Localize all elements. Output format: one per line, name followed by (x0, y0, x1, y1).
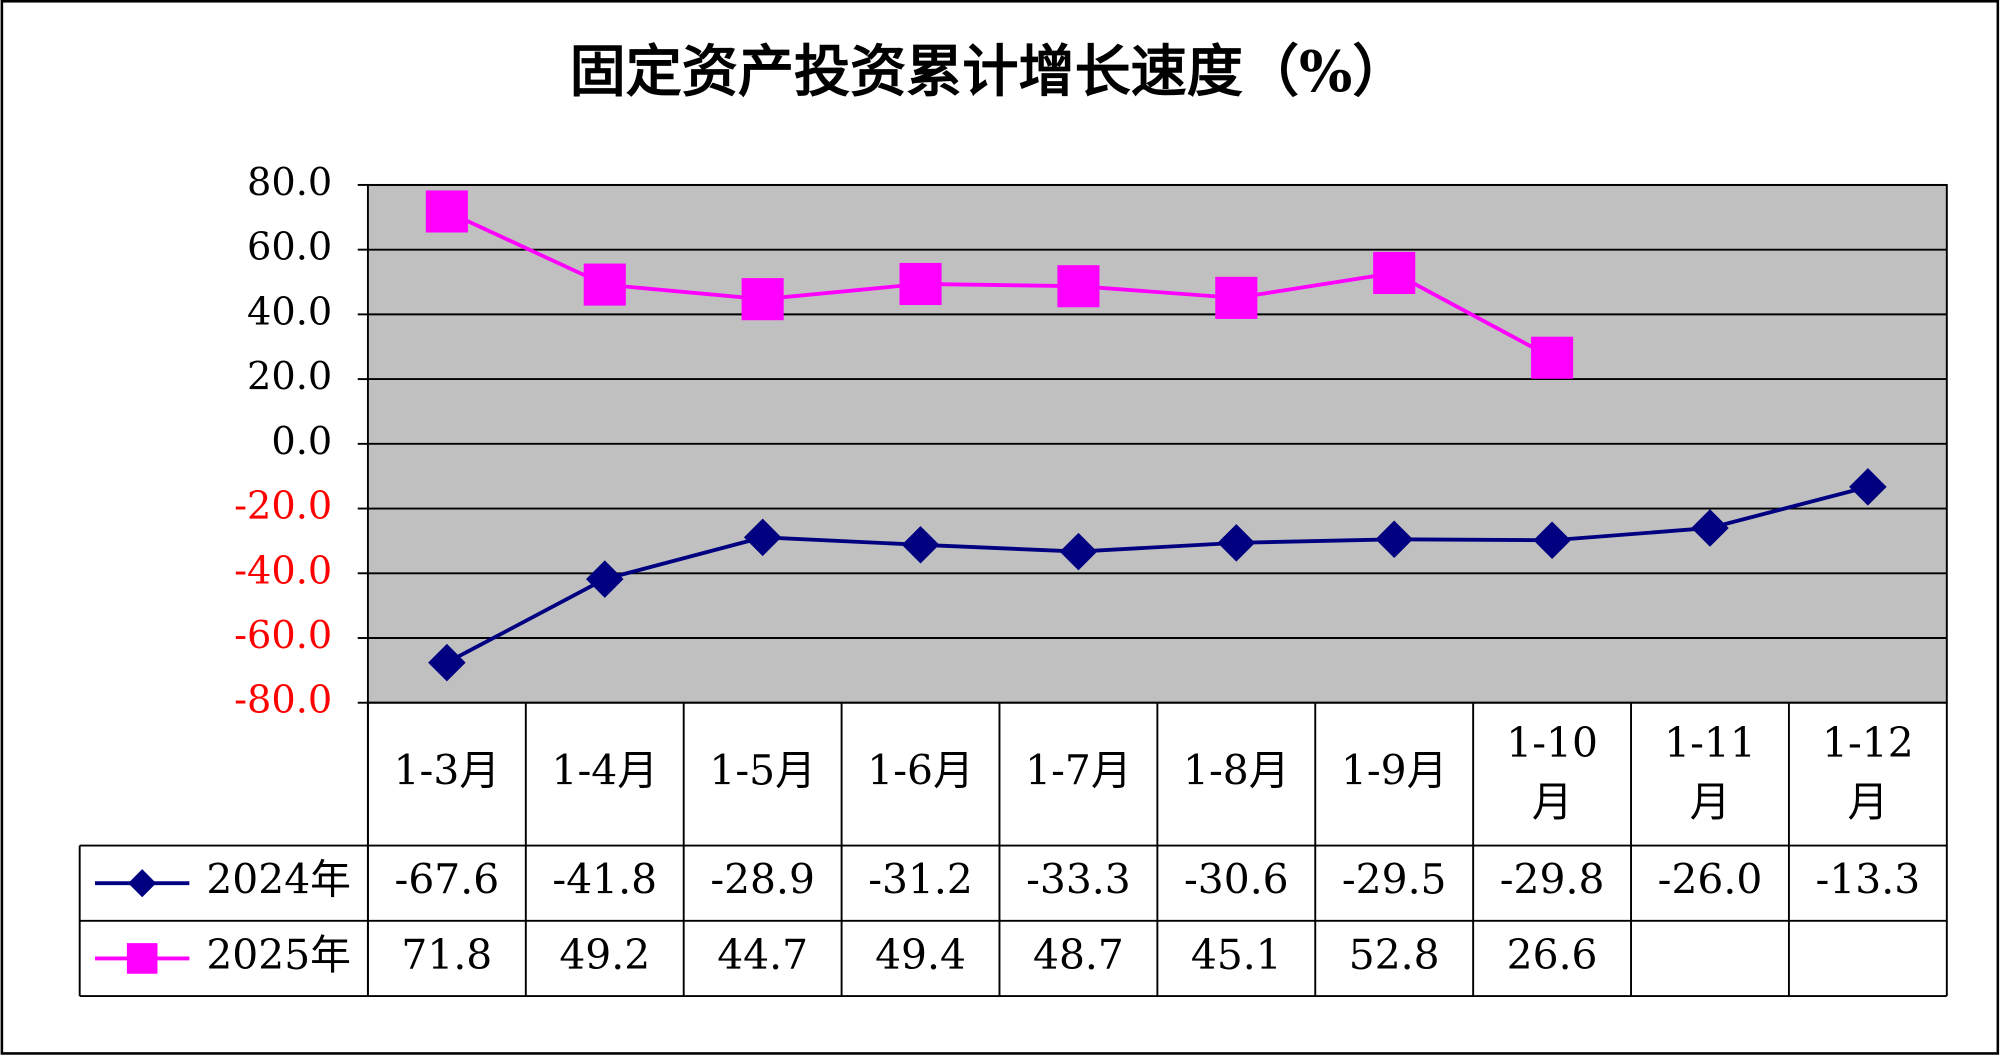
marker (1058, 266, 1099, 307)
table-value: 49.4 (875, 931, 966, 979)
table-value: 44.7 (717, 931, 808, 979)
table-value: 71.8 (401, 931, 492, 979)
x-tick-label-line: 1-11 (1664, 719, 1756, 767)
y-tick-label: -60.0 (234, 613, 332, 658)
table-value: -31.2 (868, 856, 973, 904)
y-tick-label: 60.0 (247, 225, 332, 270)
legend-label: 2025年 (206, 931, 351, 979)
table-value: -28.9 (710, 856, 815, 904)
y-tick-label: -20.0 (234, 484, 332, 529)
legend-marker (127, 943, 158, 974)
x-tick-label: 1-3月 (394, 747, 500, 795)
marker (584, 264, 625, 305)
marker (426, 191, 467, 232)
table-value: -41.8 (552, 856, 657, 904)
chart-title: 固定资产投资累计增长速度（%） (570, 39, 1409, 105)
table-value: -30.6 (1184, 856, 1289, 904)
x-tick-label-line: 月 (1532, 777, 1573, 825)
x-tick-label: 1-4月 (552, 747, 659, 795)
table-value: 52.8 (1349, 931, 1440, 979)
y-tick-label: -40.0 (234, 548, 332, 593)
y-tick-label: 0.0 (271, 419, 332, 464)
x-tick-label: 1-6月 (867, 747, 974, 795)
marker (1532, 337, 1573, 378)
table-value: 49.2 (559, 931, 650, 979)
table-value: 48.7 (1033, 931, 1124, 979)
table-value: -13.3 (1816, 856, 1921, 904)
marker (1216, 277, 1257, 318)
marker (742, 279, 783, 320)
x-tick-label-line: 月 (1847, 777, 1888, 825)
x-tick-label: 1-5月 (709, 747, 816, 795)
y-tick-label: 20.0 (247, 354, 332, 399)
x-tick-label: 1-7月 (1025, 747, 1132, 795)
legend-label: 2024年 (206, 856, 351, 904)
y-tick-label: 40.0 (247, 289, 332, 334)
table-value: 45.1 (1191, 931, 1282, 979)
x-tick-label-line: 1-12 (1822, 719, 1914, 767)
x-tick-label-line: 月 (1690, 777, 1731, 825)
marker (1374, 253, 1415, 294)
table-value: -33.3 (1026, 856, 1131, 904)
x-tick-label: 1-9月 (1341, 747, 1448, 795)
table-value: -67.6 (395, 856, 500, 904)
table-value: -29.8 (1500, 856, 1605, 904)
y-tick-label: -80.0 (234, 678, 332, 723)
table-value: 26.6 (1507, 931, 1598, 979)
table-value: -26.0 (1658, 856, 1763, 904)
table-value: -29.5 (1342, 856, 1447, 904)
x-tick-label: 1-8月 (1183, 747, 1290, 795)
marker (900, 264, 941, 305)
x-tick-label-line: 1-10 (1506, 719, 1598, 767)
y-tick-label: 80.0 (247, 160, 332, 205)
